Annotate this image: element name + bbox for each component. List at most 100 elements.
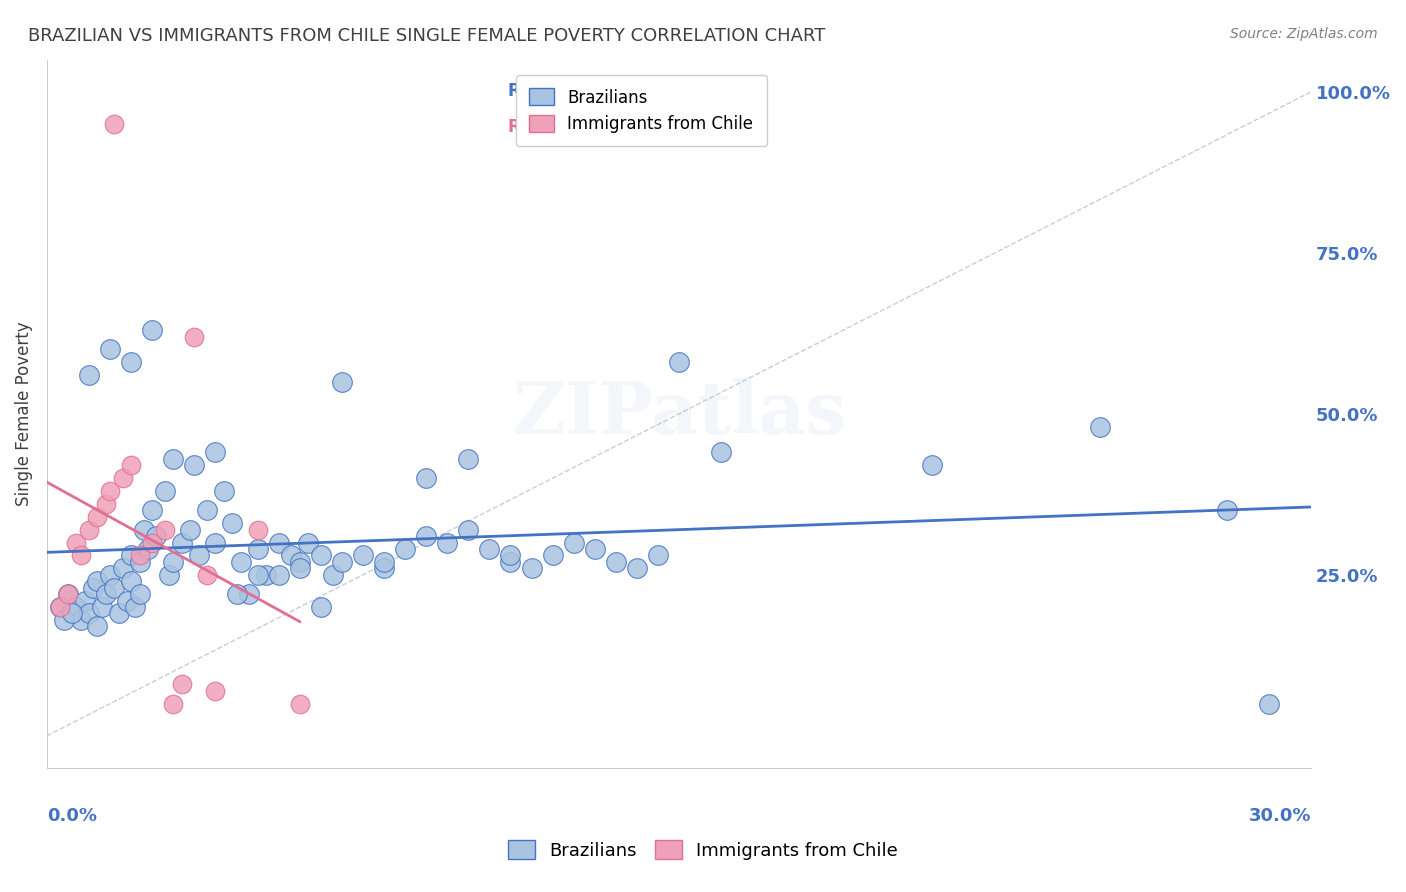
- Point: [124, 600, 146, 615]
- Point: [60, 607, 83, 621]
- Point: [86, 509, 108, 524]
- Point: [373, 561, 395, 575]
- Point: [562, 535, 585, 549]
- Point: [229, 555, 252, 569]
- Point: [82, 581, 104, 595]
- Point: [48, 600, 70, 615]
- Point: [221, 516, 243, 531]
- Point: [162, 451, 184, 466]
- Point: [415, 471, 437, 485]
- Point: [145, 529, 167, 543]
- Point: [56, 587, 79, 601]
- Point: [111, 561, 134, 575]
- Point: [415, 529, 437, 543]
- Point: [195, 567, 218, 582]
- Point: [322, 567, 344, 582]
- Y-axis label: Single Female Poverty: Single Female Poverty: [15, 321, 32, 506]
- Text: 0.0%: 0.0%: [46, 806, 97, 825]
- Point: [170, 677, 193, 691]
- Point: [94, 497, 117, 511]
- Point: [98, 567, 121, 582]
- Text: BRAZILIAN VS IMMIGRANTS FROM CHILE SINGLE FEMALE POVERTY CORRELATION CHART: BRAZILIAN VS IMMIGRANTS FROM CHILE SINGL…: [28, 27, 825, 45]
- Point: [280, 549, 302, 563]
- Point: [520, 561, 543, 575]
- Point: [153, 484, 176, 499]
- Point: [141, 323, 163, 337]
- Point: [98, 343, 121, 357]
- Point: [605, 555, 627, 569]
- Point: [330, 555, 353, 569]
- Point: [183, 329, 205, 343]
- Point: [56, 587, 79, 601]
- Point: [710, 445, 733, 459]
- Point: [77, 368, 100, 383]
- Point: [128, 555, 150, 569]
- Point: [111, 471, 134, 485]
- Point: [69, 549, 91, 563]
- Point: [120, 355, 142, 369]
- Point: [115, 593, 138, 607]
- Text: 30.0%: 30.0%: [1249, 806, 1312, 825]
- Text: ZIPatlas: ZIPatlas: [512, 378, 846, 450]
- Point: [120, 549, 142, 563]
- Point: [77, 523, 100, 537]
- Legend: Brazilians, Immigrants from Chile: Brazilians, Immigrants from Chile: [494, 826, 912, 874]
- Point: [330, 375, 353, 389]
- Point: [309, 549, 332, 563]
- Text: Source: ZipAtlas.com: Source: ZipAtlas.com: [1230, 27, 1378, 41]
- Point: [120, 458, 142, 473]
- Point: [288, 555, 311, 569]
- Point: [373, 555, 395, 569]
- Point: [626, 561, 648, 575]
- Point: [394, 542, 416, 557]
- Legend: Brazilians, Immigrants from Chile: Brazilians, Immigrants from Chile: [516, 75, 766, 146]
- Point: [128, 549, 150, 563]
- Point: [225, 587, 247, 601]
- Point: [195, 503, 218, 517]
- Point: [288, 561, 311, 575]
- Point: [86, 574, 108, 589]
- Point: [1216, 503, 1239, 517]
- Point: [98, 484, 121, 499]
- Point: [647, 549, 669, 563]
- Point: [162, 697, 184, 711]
- Point: [478, 542, 501, 557]
- Point: [128, 587, 150, 601]
- Point: [238, 587, 260, 601]
- Point: [103, 581, 125, 595]
- Point: [541, 549, 564, 563]
- Point: [246, 542, 269, 557]
- Point: [457, 451, 479, 466]
- Point: [668, 355, 690, 369]
- Point: [73, 593, 96, 607]
- Point: [90, 600, 112, 615]
- Point: [254, 567, 277, 582]
- Point: [141, 535, 163, 549]
- Point: [457, 523, 479, 537]
- Point: [170, 535, 193, 549]
- Point: [267, 535, 290, 549]
- Text: R = 0.452   N = 21: R = 0.452 N = 21: [509, 118, 679, 136]
- Point: [162, 555, 184, 569]
- Point: [352, 549, 374, 563]
- Point: [48, 600, 70, 615]
- Point: [187, 549, 209, 563]
- Point: [136, 542, 159, 557]
- Point: [94, 587, 117, 601]
- Point: [132, 523, 155, 537]
- Point: [583, 542, 606, 557]
- Point: [65, 535, 87, 549]
- Point: [69, 613, 91, 627]
- Point: [309, 600, 332, 615]
- Point: [499, 555, 522, 569]
- Point: [267, 567, 290, 582]
- Text: R = 0.410   N = 86: R = 0.410 N = 86: [509, 82, 679, 101]
- Point: [1090, 419, 1112, 434]
- Point: [1258, 697, 1281, 711]
- Point: [499, 549, 522, 563]
- Point: [436, 535, 458, 549]
- Point: [77, 607, 100, 621]
- Point: [141, 503, 163, 517]
- Point: [179, 523, 201, 537]
- Point: [204, 535, 226, 549]
